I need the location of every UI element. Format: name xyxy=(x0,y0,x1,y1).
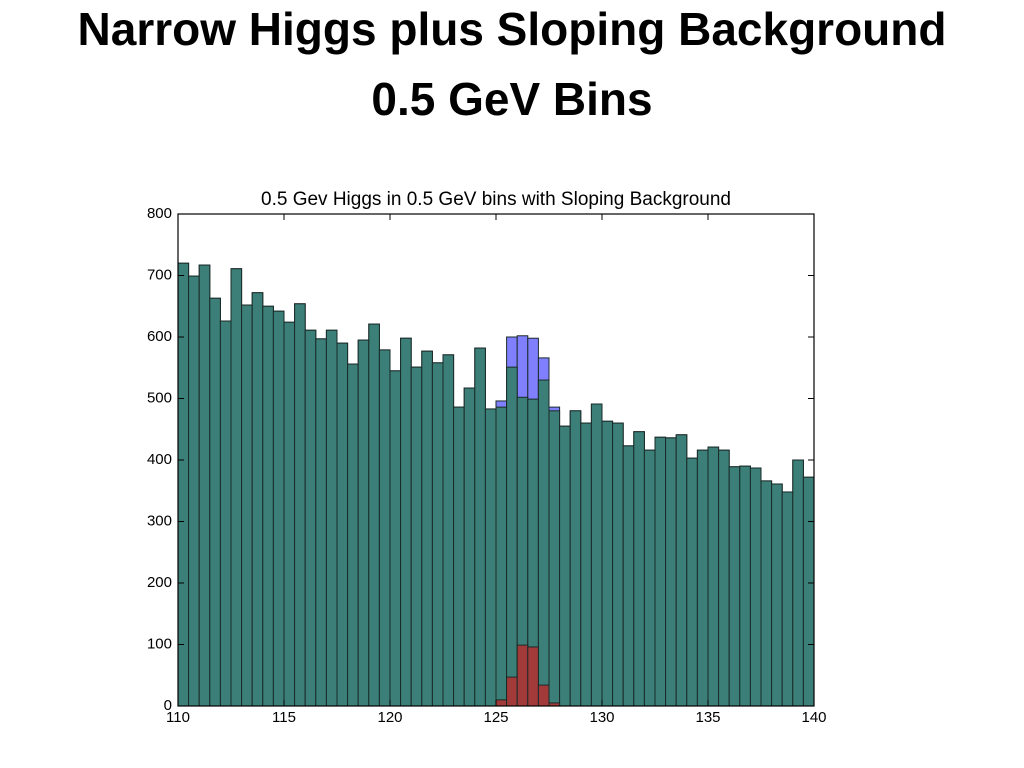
bar xyxy=(718,449,730,707)
bar xyxy=(177,262,190,707)
x-tick-label: 115 xyxy=(272,709,296,726)
bar xyxy=(198,264,211,707)
bar xyxy=(749,467,762,707)
bar xyxy=(262,305,274,707)
bar xyxy=(495,699,508,707)
bar xyxy=(612,422,624,707)
bar xyxy=(188,275,200,707)
slide-title: 0.5 GeV Bins xyxy=(371,73,653,125)
bar xyxy=(272,310,285,707)
bar xyxy=(665,437,677,707)
x-tick-label: 135 xyxy=(695,709,720,726)
bar xyxy=(760,480,773,707)
bar xyxy=(643,449,656,707)
bar xyxy=(251,292,264,707)
bar xyxy=(378,349,391,707)
x-tick-label: 130 xyxy=(589,709,614,726)
bar xyxy=(283,321,296,707)
y-tick-label: 300 xyxy=(147,512,172,529)
x-tick-label: 110 xyxy=(166,709,190,726)
bar xyxy=(559,425,571,707)
bar xyxy=(442,354,455,707)
bar xyxy=(548,410,561,707)
bar xyxy=(368,323,380,707)
y-tick-label: 700 xyxy=(147,266,172,283)
bar xyxy=(209,297,221,707)
bar xyxy=(516,644,529,707)
bar xyxy=(675,434,688,707)
bar xyxy=(304,329,317,707)
bar xyxy=(633,431,645,707)
bar xyxy=(410,366,423,707)
y-tick-label: 800 xyxy=(147,205,172,222)
y-tick-label: 200 xyxy=(147,574,172,591)
bar xyxy=(601,420,614,707)
bar xyxy=(325,329,338,707)
bar xyxy=(537,379,550,707)
bar xyxy=(336,342,349,707)
bar xyxy=(696,449,709,707)
bar xyxy=(527,646,539,707)
title-background xyxy=(257,186,735,212)
bar xyxy=(739,465,751,707)
x-tick-label: 140 xyxy=(801,709,826,726)
bar xyxy=(453,406,465,707)
bar xyxy=(389,370,402,707)
bar xyxy=(728,466,741,707)
bar xyxy=(707,446,720,707)
x-tick-label: 125 xyxy=(483,709,508,726)
bar xyxy=(400,337,412,707)
bar xyxy=(241,304,253,707)
bar xyxy=(219,320,232,707)
bar xyxy=(771,483,783,707)
bar xyxy=(506,676,518,707)
y-tick-label: 100 xyxy=(147,635,172,652)
bar xyxy=(474,347,486,707)
y-tick-label: 500 xyxy=(147,389,172,406)
bar xyxy=(781,491,794,707)
bar xyxy=(495,406,508,707)
bar xyxy=(802,476,815,707)
bar xyxy=(580,422,592,707)
bar xyxy=(315,338,327,707)
bar xyxy=(622,445,635,707)
bar xyxy=(230,268,243,707)
y-tick-label: 600 xyxy=(147,328,172,345)
bar xyxy=(347,363,359,707)
chart-title: 0.5 Gev Higgs in 0.5 GeV bins with Slopi… xyxy=(261,189,731,210)
bar xyxy=(590,403,603,707)
x-tick-label: 120 xyxy=(377,709,402,726)
slide-title: Narrow Higgs plus Sloping Background xyxy=(77,3,947,55)
bar xyxy=(463,387,476,707)
bar xyxy=(294,303,306,707)
bar xyxy=(421,350,433,707)
bar xyxy=(357,339,370,707)
bar xyxy=(792,459,804,707)
y-tick-label: 0 xyxy=(164,697,172,714)
bar xyxy=(506,366,518,707)
bar xyxy=(431,362,444,707)
bar xyxy=(569,410,582,707)
bar xyxy=(686,457,698,707)
bar xyxy=(654,436,667,707)
y-tick-label: 400 xyxy=(147,451,172,468)
bar xyxy=(537,684,550,707)
bar xyxy=(484,408,497,707)
